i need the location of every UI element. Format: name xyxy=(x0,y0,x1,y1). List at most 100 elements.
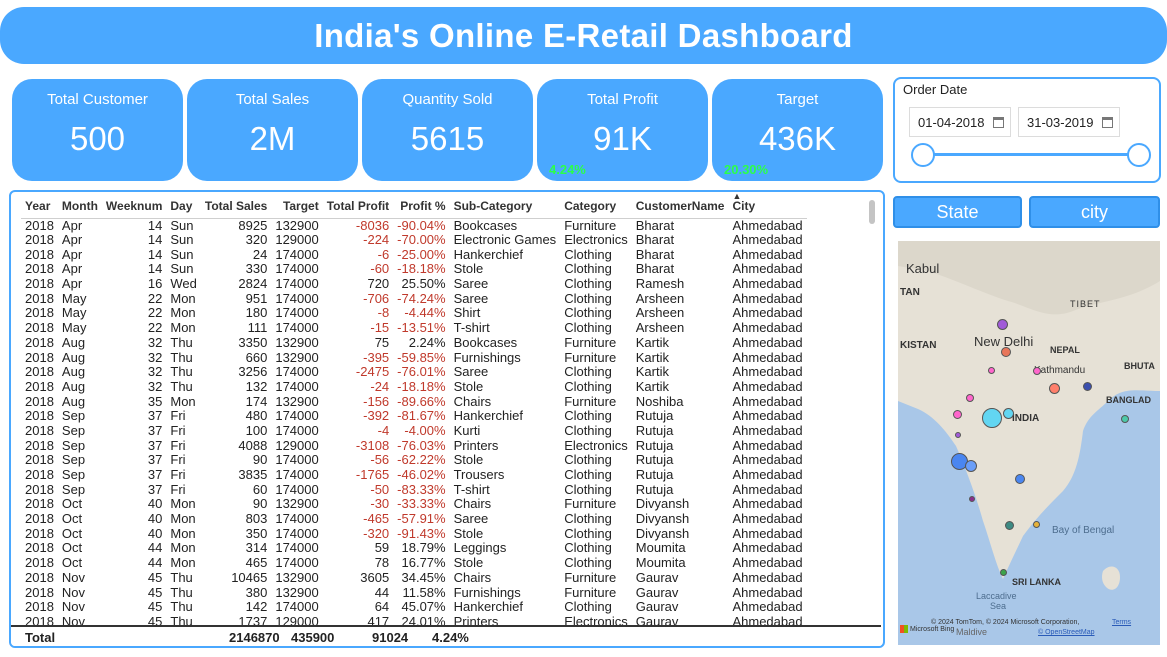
table-row[interactable]: 2018 Apr 16 Wed 2824 174000 720 25.50% Saree Clot… xyxy=(21,277,807,292)
total-target: 435900 xyxy=(291,630,335,645)
table-row[interactable]: 2018 Nov 45 Thu 380 132900 44 11.58% Furnishings… xyxy=(21,585,807,600)
column-header[interactable]: Month xyxy=(57,195,102,219)
table-cell: 174000 xyxy=(275,305,319,321)
table-row[interactable]: 2018 Aug 32 Thu 132 174000 -24 -18.18% Stole Clot… xyxy=(21,380,807,395)
map-bubble[interactable] xyxy=(955,432,961,438)
city-button[interactable]: city xyxy=(1029,196,1160,228)
column-header[interactable]: CustomerName xyxy=(631,195,729,219)
column-header[interactable]: Total Profit xyxy=(322,195,394,219)
column-header[interactable]: Category xyxy=(560,195,632,219)
order-date-label: Order Date xyxy=(903,82,968,97)
table-cell: Ahmedabad xyxy=(732,261,803,277)
table-row[interactable]: 2018 Nov 45 Thu 10465 132900 3605 34.45% Chairs F… xyxy=(21,570,807,586)
table-row[interactable]: 2018 Aug 32 Thu 3350 132900 75 2.24% Bookcases Fu… xyxy=(21,335,807,351)
table-row[interactable]: 2018 Nov 45 Thu 142 174000 64 45.07% Hankerchief… xyxy=(21,600,807,615)
table-cell: Ahmedabad xyxy=(732,217,803,233)
map-bubble[interactable] xyxy=(982,408,1002,428)
orders-table: Year Month Weeknum Day Total Sales Target Tota… xyxy=(21,192,807,625)
table-row[interactable]: 2018 Oct 40 Mon 90 132900 -30 -33.33% Chairs Furn… xyxy=(21,497,807,512)
table-cell: Noshiba xyxy=(635,393,684,409)
table-cell: Kartik xyxy=(635,378,669,394)
map-bubble[interactable] xyxy=(1033,367,1041,375)
table-cell: Stole xyxy=(453,261,484,277)
map-bubble[interactable] xyxy=(969,496,975,502)
column-header[interactable]: City ▲ xyxy=(728,192,807,219)
table-row[interactable]: 2018 Aug 32 Thu 3256 174000 -2475 -76.01% Saree C… xyxy=(21,365,807,380)
table-row[interactable]: 2018 May 22 Mon 180 174000 -8 -4.44% Shirt Clothi… xyxy=(21,306,807,321)
map-bubble[interactable] xyxy=(1005,521,1014,530)
table-scrollbar[interactable] xyxy=(869,200,875,224)
table-row[interactable]: 2018 Sep 37 Fri 480 174000 -392 -81.67% Hankerch… xyxy=(21,409,807,424)
table-row[interactable]: 2018 Sep 37 Fri 90 174000 -56 -62.22% Stole Cloth… xyxy=(21,453,807,468)
table-row[interactable]: 2018 Oct 40 Mon 803 174000 -465 -57.91% Saree Clo… xyxy=(21,512,807,527)
table-cell: Aug xyxy=(61,378,86,394)
table-row[interactable]: 2018 Aug 32 Thu 660 132900 -395 -59.85% Furnishi… xyxy=(21,350,807,365)
table-cell: -1765 xyxy=(355,467,390,483)
table-row[interactable]: 2018 Sep 37 Fri 100 174000 -4 -4.00% Kurti Clothi… xyxy=(21,424,807,439)
calendar-icon[interactable] xyxy=(1102,117,1113,128)
date-range-end-handle[interactable] xyxy=(1127,143,1151,167)
calendar-icon[interactable] xyxy=(993,117,1004,128)
map-bubble[interactable] xyxy=(997,319,1008,330)
sales-map[interactable]: Kabul TAN TIBET KISTAN New Delhi NEPAL B… xyxy=(898,241,1160,645)
column-header[interactable]: Total Sales xyxy=(200,195,272,219)
map-bubble[interactable] xyxy=(1083,382,1092,391)
column-header[interactable]: Day xyxy=(166,195,201,219)
table-row[interactable]: 2018 Oct 44 Mon 314 174000 59 18.79% Leggings Clo… xyxy=(21,541,807,556)
table-cell: 129000 xyxy=(275,232,319,248)
table-cell: Arsheen xyxy=(635,290,685,306)
map-osm-link[interactable]: © OpenStreetMap xyxy=(1038,629,1095,636)
column-header[interactable]: Target xyxy=(271,195,323,219)
table-cell: -74.24% xyxy=(397,290,446,306)
table-cell: Rutuja xyxy=(635,437,674,453)
map-bubble[interactable] xyxy=(1121,415,1129,423)
state-button[interactable]: State xyxy=(893,196,1022,228)
table-cell: Ahmedabad xyxy=(732,378,803,394)
table-row[interactable]: 2018 May 22 Mon 951 174000 -706 -74.24% Saree Clo… xyxy=(21,291,807,306)
table-cell: Fri xyxy=(170,452,186,468)
table-row[interactable]: 2018 Oct 44 Mon 465 174000 78 16.77% Stole Clothi… xyxy=(21,556,807,571)
date-range-track[interactable] xyxy=(921,153,1139,156)
table-row[interactable]: 2018 Apr 14 Sun 320 129000 -224 -70.00% Electron… xyxy=(21,233,807,248)
map-bubble[interactable] xyxy=(1001,347,1011,357)
table-cell: 174000 xyxy=(275,408,319,424)
map-bubble[interactable] xyxy=(1033,521,1040,528)
column-header[interactable]: Sub-Category xyxy=(449,195,561,219)
table-cell: 174000 xyxy=(275,246,319,262)
map-bubble[interactable] xyxy=(1000,569,1007,576)
table-row[interactable]: 2018 Apr 14 Sun 8925 132900 -8036 -90.04% Bookca… xyxy=(21,218,807,233)
table-row[interactable]: 2018 Sep 37 Fri 60 174000 -50 -83.33% T-shirt Clo… xyxy=(21,482,807,497)
table-row[interactable]: 2018 Apr 14 Sun 24 174000 -6 -25.00% Hankerchief… xyxy=(21,247,807,262)
table-row[interactable]: 2018 Aug 35 Mon 174 132900 -156 -89.66% Chairs Fu… xyxy=(21,394,807,409)
map-bubble[interactable] xyxy=(1049,383,1060,394)
table-cell: 2018 xyxy=(25,555,54,571)
map-bubble[interactable] xyxy=(965,460,977,472)
table-cell: 132 xyxy=(245,378,268,394)
column-header[interactable]: Year xyxy=(21,195,58,219)
table-row[interactable]: 2018 Sep 37 Fri 4088 129000 -3108 -76.03% Printe… xyxy=(21,438,807,453)
table-cell: -57.91% xyxy=(397,511,446,527)
start-date-input[interactable]: 01-04-2018 xyxy=(909,107,1011,137)
table-cell: Clothing xyxy=(564,320,612,336)
column-header[interactable]: Weeknum xyxy=(101,195,167,219)
date-range-start-handle[interactable] xyxy=(911,143,935,167)
table-cell: 14 xyxy=(147,217,163,233)
map-bubble[interactable] xyxy=(988,367,995,374)
table-cell: 174 xyxy=(245,393,268,409)
column-header[interactable]: Profit % xyxy=(393,195,450,219)
table-row[interactable]: 2018 Apr 14 Sun 330 174000 -60 -18.18% Stole Clot… xyxy=(21,262,807,277)
table-row[interactable]: 2018 Nov 45 Thu 1737 129000 417 24.01% Printers E… xyxy=(21,615,807,625)
table-row[interactable]: 2018 Sep 37 Fri 3835 174000 -1765 -46.02% Trouse… xyxy=(21,468,807,483)
map-bubble[interactable] xyxy=(953,410,962,419)
map-bubble[interactable] xyxy=(1003,408,1014,419)
table-cell: Aug xyxy=(61,393,86,409)
table-row[interactable]: 2018 May 22 Mon 111 174000 -15 -13.51% T-shirt Cl… xyxy=(21,321,807,336)
sort-ascending-icon[interactable]: ▲ xyxy=(732,192,742,201)
table-row[interactable]: 2018 Oct 40 Mon 350 174000 -320 -91.43% Stole Clo… xyxy=(21,526,807,541)
map-bubble[interactable] xyxy=(966,394,974,402)
map-bubble[interactable] xyxy=(1015,474,1025,484)
end-date-input[interactable]: 31-03-2019 xyxy=(1018,107,1120,137)
map-terms-link[interactable]: Terms xyxy=(1112,619,1132,626)
table-body[interactable]: Year Month Weeknum Day Total Sales Target Tota… xyxy=(11,192,881,625)
table-cell: -13.51% xyxy=(397,320,446,336)
